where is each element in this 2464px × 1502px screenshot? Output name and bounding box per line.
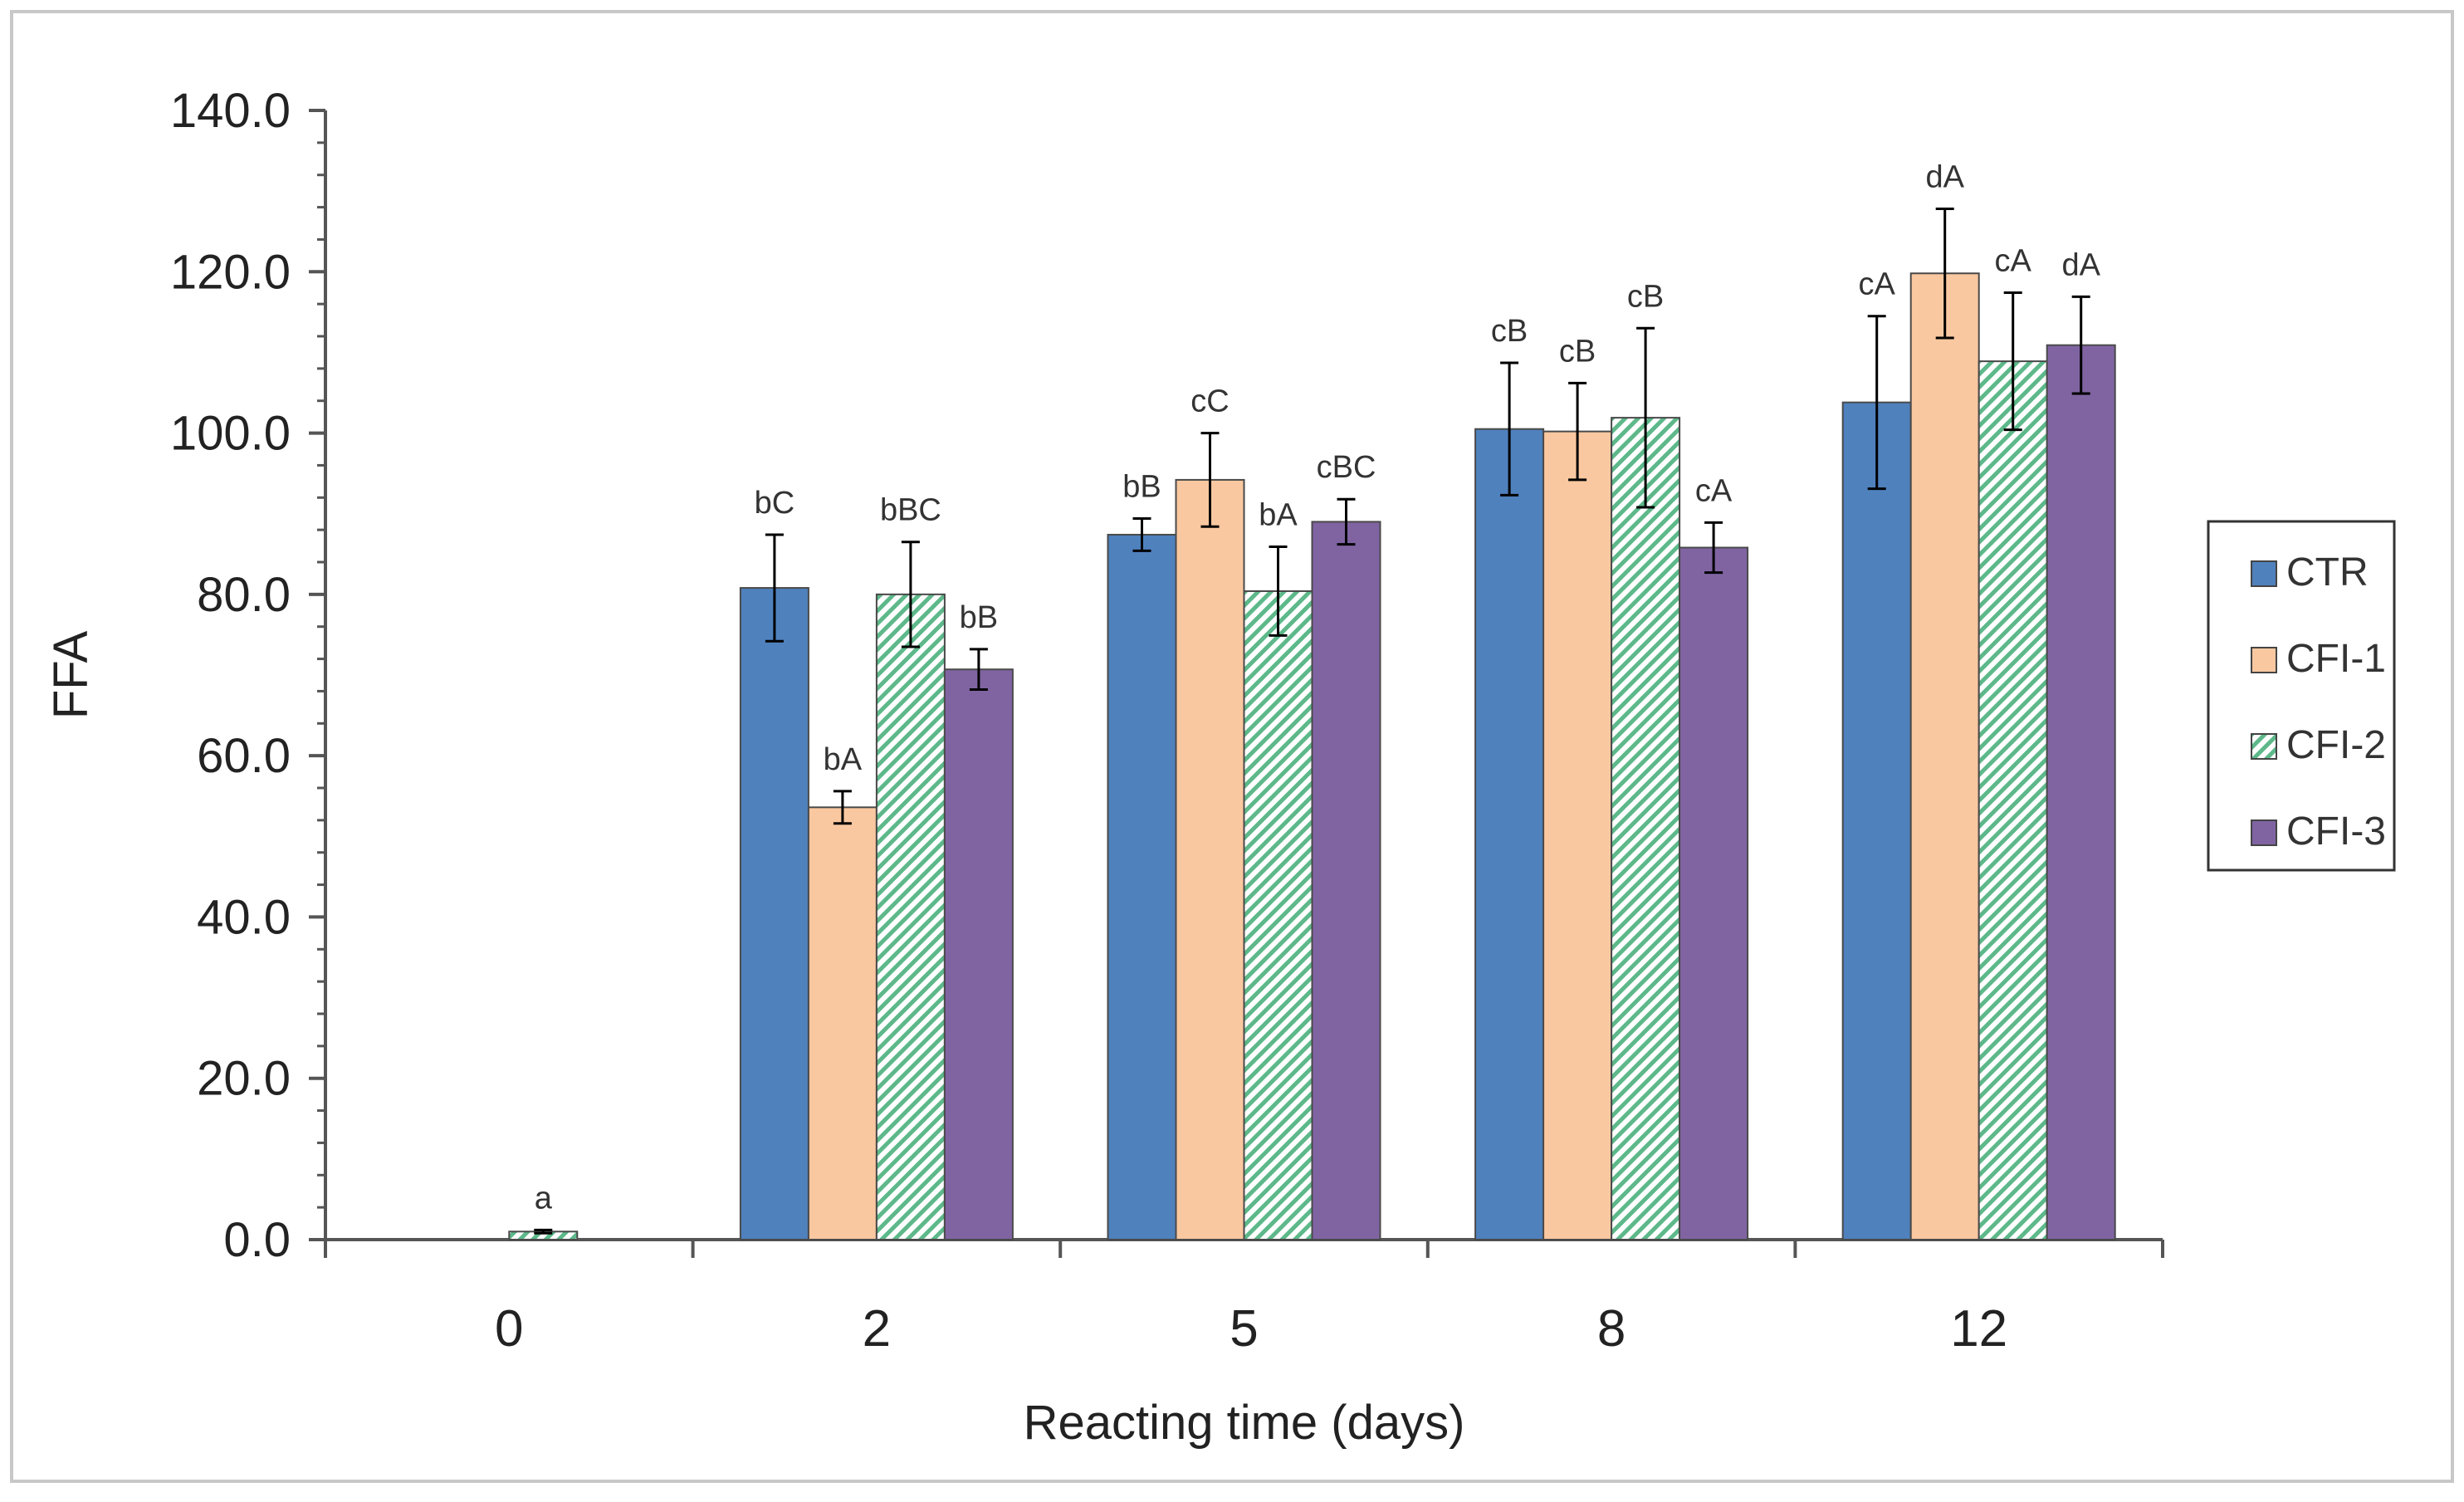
bar-cfi-2-day-8: [1611, 417, 1681, 1241]
significance-label: bBC: [880, 493, 941, 528]
significance-label: bA: [824, 742, 863, 777]
significance-label: cB: [1559, 334, 1596, 369]
significance-label: cB: [1627, 279, 1664, 314]
bar-cfi-3-day-12: [2046, 344, 2116, 1241]
y-tick-label: 40.0: [197, 890, 291, 944]
significance-label: cA: [1995, 244, 2032, 279]
bar-ctr-day-12: [1841, 401, 1912, 1240]
significance-label: dA: [2061, 247, 2100, 282]
significance-label: cB: [1491, 314, 1528, 349]
bar-cfi-3-day-5: [1311, 521, 1381, 1240]
legend-swatch-cfi-2: [2251, 733, 2277, 760]
bar-cfi-3-day-8: [1679, 546, 1749, 1240]
legend-box: [2207, 520, 2396, 872]
significance-label: bC: [755, 486, 795, 521]
legend-label-cfi-1: CFI-1: [2286, 637, 2386, 681]
significance-label: bA: [1259, 498, 1298, 533]
legend-label-ctr: CTR: [2286, 550, 2369, 594]
bar-ctr-day-5: [1107, 533, 1177, 1240]
bar-ctr-day-8: [1474, 428, 1545, 1240]
y-tick-label: 120.0: [170, 245, 291, 299]
legend-label-cfi-3: CFI-3: [2286, 810, 2386, 854]
legend-swatch-cfi-3: [2251, 819, 2277, 846]
bar-ctr-day-2: [739, 587, 809, 1240]
significance-label: cA: [1859, 267, 1896, 302]
bar-cfi-3-day-2: [943, 668, 1014, 1240]
significance-label: cBC: [1317, 450, 1376, 485]
significance-label: cC: [1190, 384, 1229, 419]
y-tick-label: 20.0: [197, 1052, 291, 1106]
legend-swatch-cfi-1: [2251, 647, 2277, 673]
significance-label: cA: [1695, 473, 1733, 508]
bar-cfi-2-day-12: [1978, 360, 2048, 1241]
bar-cfi-2-day-5: [1243, 590, 1313, 1240]
x-tick-label: 2: [863, 1300, 891, 1358]
significance-label: bB: [960, 600, 998, 635]
y-axis-title: FFA: [44, 631, 98, 720]
bar-cfi-1-day-12: [1909, 272, 1980, 1241]
legend-swatch-ctr: [2251, 560, 2277, 587]
bar-cfi-2-day-2: [875, 593, 946, 1240]
y-tick-label: 80.0: [197, 568, 291, 622]
y-tick-label: 0.0: [223, 1213, 291, 1267]
legend-label-cfi-2: CFI-2: [2286, 723, 2386, 767]
bar-cfi-1-day-5: [1175, 478, 1245, 1240]
significance-label: a: [535, 1181, 553, 1216]
significance-label: dA: [1925, 160, 1964, 195]
significance-label: bB: [1122, 470, 1161, 505]
x-tick-label: 8: [1597, 1300, 1626, 1358]
x-tick-label: 5: [1230, 1300, 1258, 1358]
x-tick-label: 0: [495, 1300, 523, 1358]
x-tick-label: 12: [1950, 1300, 2007, 1358]
y-tick-label: 100.0: [170, 407, 291, 461]
y-tick-label: 140.0: [170, 84, 291, 138]
y-tick-label: 60.0: [197, 729, 291, 783]
bar-cfi-1-day-8: [1542, 430, 1613, 1240]
x-axis-title: Reacting time (days): [1024, 1396, 1465, 1450]
bar-cfi-1-day-2: [807, 806, 878, 1240]
